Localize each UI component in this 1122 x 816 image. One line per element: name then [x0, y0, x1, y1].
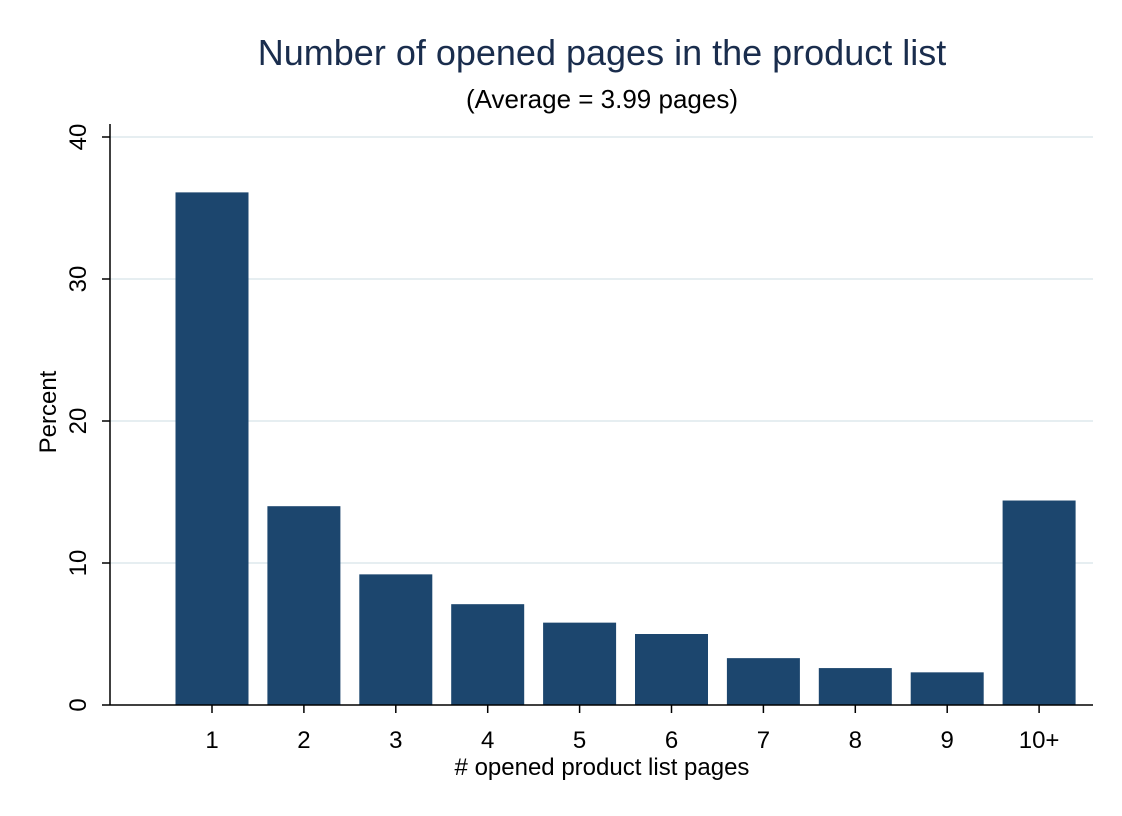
bar: [1002, 500, 1076, 705]
bar: [726, 658, 800, 705]
y-axis-ticks: 0 10 20 30 40: [65, 124, 110, 712]
x-tick-label: 4: [481, 727, 494, 754]
bar: [267, 506, 341, 705]
y-tick-label: 0: [65, 698, 92, 711]
y-tick-label: 30: [65, 266, 92, 293]
x-tick-label: 3: [389, 727, 402, 754]
bar: [818, 668, 892, 705]
y-tick-label: 40: [65, 124, 92, 151]
x-tick-label: 5: [573, 727, 586, 754]
x-tick-label: 6: [665, 727, 678, 754]
x-tick-label: 10+: [1019, 727, 1060, 754]
gridlines: [110, 136, 1093, 564]
bar: [359, 574, 433, 705]
x-tick-label: 1: [205, 727, 218, 754]
x-tick-label: 8: [849, 727, 862, 754]
chart-title: Number of opened pages in the product li…: [258, 32, 946, 73]
bar: [635, 634, 708, 705]
x-tick-label: 2: [297, 727, 310, 754]
x-axis-label: # opened product list pages: [455, 754, 750, 781]
x-axis-ticks: 1 2 3 4 5 6 7 8 9 10+: [205, 705, 1059, 754]
bar: [451, 604, 525, 705]
y-tick-label: 10: [65, 550, 92, 577]
x-tick-label: 7: [757, 727, 770, 754]
bar: [543, 622, 617, 705]
y-axis-label: Percent: [35, 370, 62, 453]
bar: [175, 192, 249, 705]
x-tick-label: 9: [941, 727, 954, 754]
chart-subtitle: (Average = 3.99 pages): [466, 84, 738, 114]
bar: [910, 672, 984, 705]
y-tick-label: 20: [65, 408, 92, 435]
bars: [175, 192, 1076, 705]
